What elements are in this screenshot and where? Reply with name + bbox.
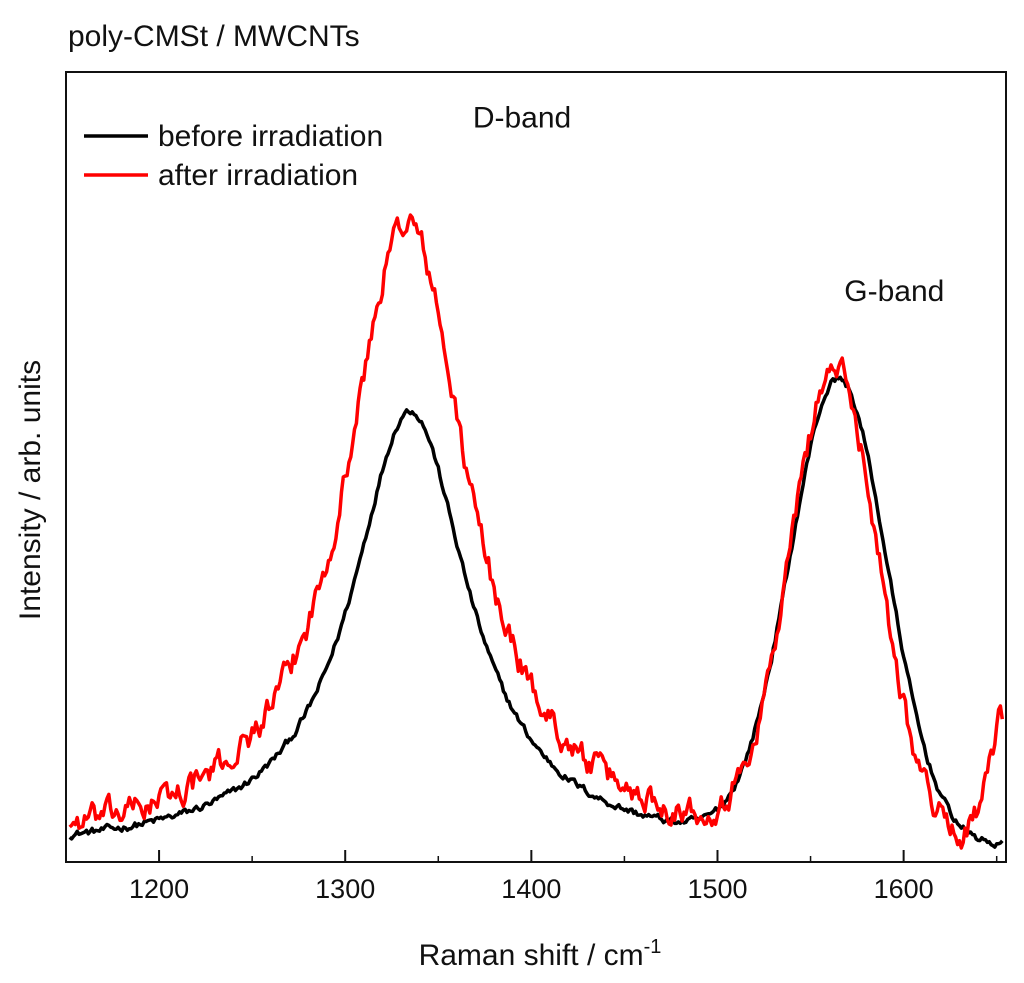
x-tick-label-1600: 1600: [874, 874, 934, 904]
x-axis-label: Raman shift / cm-1: [419, 936, 662, 972]
y-axis-label: Intensity / arb. units: [14, 360, 47, 620]
g-band-annotation: G-band: [844, 275, 944, 308]
legend-label-after: after irradiation: [158, 159, 358, 192]
x-tick-label-1400: 1400: [501, 874, 561, 904]
series-line-after-irradiation: [68, 213, 1005, 850]
chart-title: poly-CMSt / MWCNTs: [68, 20, 360, 53]
d-band-annotation: D-band: [473, 101, 571, 134]
ticks-layer: 1200 1300 1400 1500 1600: [65, 850, 998, 904]
x-tick-label-1200: 1200: [129, 874, 189, 904]
legend: before irradiation after irradiation: [84, 120, 383, 192]
plot-frame: [65, 71, 1007, 863]
x-axis-label-text: Raman shift / cm: [419, 939, 644, 972]
x-tick-label-1500: 1500: [687, 874, 747, 904]
series-layer: [68, 213, 1005, 850]
legend-label-before: before irradiation: [158, 120, 383, 153]
x-axis-label-superscript: -1: [644, 936, 662, 958]
x-tick-label-1300: 1300: [315, 874, 375, 904]
